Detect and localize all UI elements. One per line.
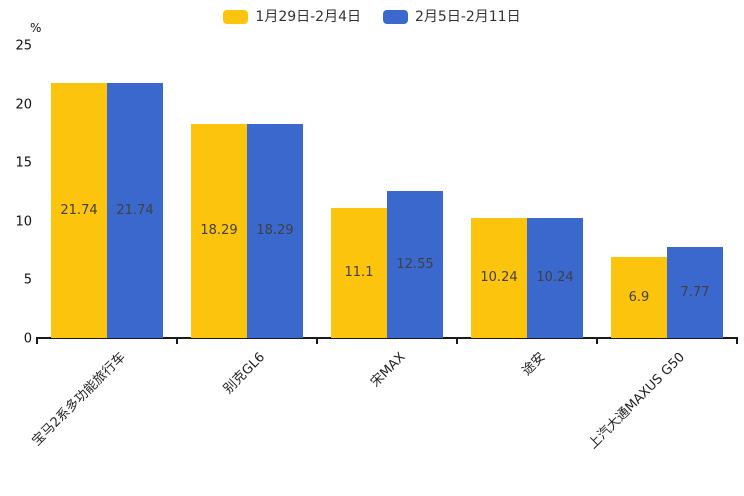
bar-value-label: 12.55 [396, 256, 434, 272]
legend-swatch-yellow [223, 10, 249, 24]
x-category-label: 途安 [519, 349, 549, 379]
x-axis-line [36, 337, 738, 339]
legend: 1月29日-2月4日 2月5日-2月11日 [0, 8, 744, 26]
bar-series1[interactable]: 11.1 [331, 207, 387, 338]
bar-value-label: 18.29 [256, 223, 294, 239]
bar-series2[interactable]: 21.74 [107, 83, 163, 338]
bar-value-label: 11.1 [344, 265, 374, 281]
y-tick-label: 20 [15, 97, 32, 113]
x-axis-tick [736, 339, 738, 344]
x-category-label: 宝马2系多功能旅行车 [29, 349, 129, 450]
bar-value-label: 21.74 [116, 203, 154, 219]
bar-series1[interactable]: 6.9 [611, 257, 667, 338]
bar-series2[interactable]: 12.55 [387, 190, 443, 338]
x-category-label: 上汽大通MAXUS G50 [586, 349, 689, 453]
legend-item-week2[interactable]: 2月5日-2月11日 [383, 8, 521, 26]
x-axis-tick [176, 339, 178, 344]
y-axis-unit-label: % [30, 21, 42, 35]
x-axis-tick [36, 339, 38, 344]
bar-series1[interactable]: 21.74 [51, 83, 107, 338]
x-category-label: 别克GL6 [221, 349, 269, 397]
x-axis-tick [456, 339, 458, 344]
y-tick-label: 10 [15, 214, 32, 230]
x-axis-tick [596, 339, 598, 344]
bar-value-label: 21.74 [60, 203, 98, 219]
y-tick-label: 15 [15, 155, 32, 171]
bar-series1[interactable]: 10.24 [471, 217, 527, 338]
x-axis-tick [316, 339, 318, 344]
bar-series2[interactable]: 18.29 [247, 123, 303, 338]
bar-value-label: 10.24 [480, 270, 518, 286]
y-tick-label: 0 [23, 331, 32, 347]
bar-value-label: 6.9 [628, 290, 650, 306]
bar-value-label: 7.77 [680, 284, 710, 300]
bar-value-label: 18.29 [200, 223, 238, 239]
bar-series2[interactable]: 10.24 [527, 217, 583, 338]
legend-swatch-blue [383, 10, 408, 24]
bar-value-label: 10.24 [536, 270, 574, 286]
x-category-label: 宋MAX [368, 349, 409, 391]
bar-series1[interactable]: 18.29 [191, 123, 247, 338]
legend-item-label: 1月29日-2月4日 [255, 9, 361, 25]
y-tick-label: 25 [15, 38, 32, 54]
legend-item-label: 2月5日-2月11日 [415, 9, 521, 25]
bar-series2[interactable]: 7.77 [667, 246, 723, 338]
y-tick-label: 5 [23, 272, 32, 288]
legend-item-week1[interactable]: 1月29日-2月4日 [223, 8, 361, 26]
